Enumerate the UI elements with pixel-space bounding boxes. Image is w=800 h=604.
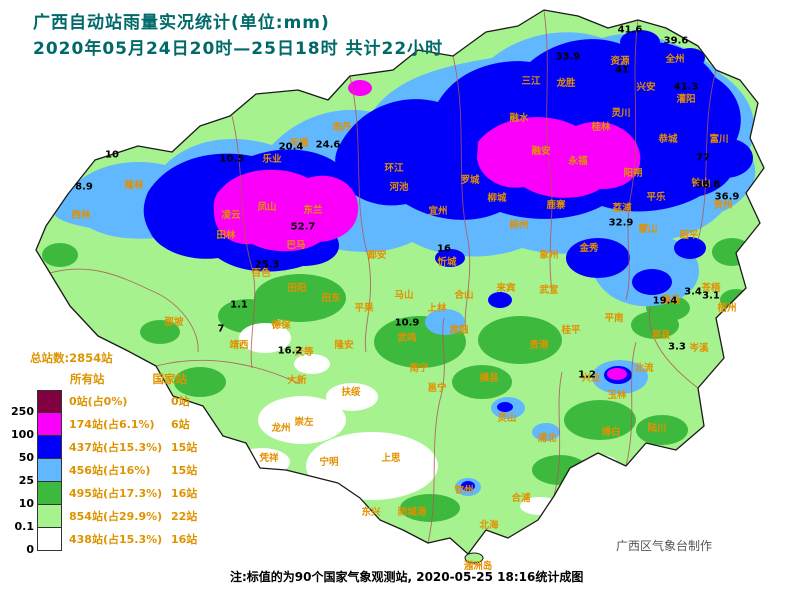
rain-level-100-250-magenta [213, 80, 641, 380]
legend: 总站数:2854站 所有站 国家站 250 0站(占0%) 0站 100 174… [8, 350, 223, 556]
legend-rows: 250 0站(占0%) 0站 100 174站(占6.1%) 6站 50 437… [8, 390, 223, 556]
legend-total-stations: 总站数:2854站 [30, 351, 113, 365]
legend-color-swatch [37, 482, 62, 505]
legend-all-station-count: 437站(占15.3%) [69, 441, 163, 454]
legend-threshold: 25 [18, 474, 34, 487]
legend-color-swatch [37, 459, 62, 482]
legend-row: 50 437站(占15.3%) 15站 [8, 436, 223, 464]
legend-all-station-count: 174站(占6.1%) [69, 418, 155, 431]
legend-color-swatch [37, 390, 62, 413]
legend-color-swatch [37, 528, 62, 551]
legend-row: 250 0站(占0%) 0站 [8, 390, 223, 418]
title-line2: 2020年05月24日20时—25日18时 共计22小时 [33, 39, 444, 59]
map-title: 广西自动站雨量实况统计(单位:mm) 2020年05月24日20时—25日18时… [33, 10, 443, 62]
legend-color-swatch [37, 413, 62, 436]
province-outline [35, 9, 765, 555]
legend-color-swatch [37, 436, 62, 459]
title-line1: 广西自动站雨量实况统计(单位:mm) [33, 13, 330, 33]
legend-all-station-count: 456站(占16%) [69, 464, 151, 477]
legend-threshold: 100 [11, 428, 34, 441]
weizhou-island [464, 552, 484, 564]
legend-headers: 所有站 国家站 [8, 371, 223, 387]
legend-all-station-count: 495站(占17.3%) [69, 487, 163, 500]
legend-threshold: 0 [26, 543, 34, 556]
district-boundaries [49, 10, 717, 544]
legend-national-station-count: 15站 [171, 441, 198, 454]
legend-row: 0 438站(占15.3%) 16站 [8, 528, 223, 556]
legend-national-station-count: 15站 [171, 464, 198, 477]
legend-col-all-stations: 所有站 [70, 372, 105, 386]
legend-national-station-count: 16站 [171, 533, 198, 546]
legend-all-station-count: 438站(占15.3%) [69, 533, 163, 546]
legend-national-station-count: 16站 [171, 487, 198, 500]
producer-credit: 广西区气象台制作 [616, 539, 713, 553]
legend-threshold: 10 [18, 497, 34, 510]
legend-row: 10 495站(占17.3%) 16站 [8, 482, 223, 510]
legend-color-swatch [37, 505, 62, 528]
legend-national-station-count: 6站 [171, 418, 190, 431]
legend-national-station-count: 22站 [171, 510, 198, 523]
legend-all-station-count: 0站(占0%) [69, 395, 128, 408]
footnote: 注:标值的为90个国家气象观测站, 2020-05-25 18:16统计成图 [230, 570, 584, 584]
legend-row: 0.1 854站(占29.9%) 22站 [8, 505, 223, 533]
legend-row: 25 456站(占16%) 15站 [8, 459, 223, 487]
legend-threshold: 0.1 [14, 520, 35, 533]
legend-col-national-stations: 国家站 [152, 372, 188, 386]
legend-all-station-count: 854站(占29.9%) [69, 510, 163, 523]
legend-threshold: 250 [11, 405, 34, 418]
legend-national-station-count: 0站 [171, 395, 190, 408]
legend-row: 100 174站(占6.1%) 6站 [8, 413, 223, 441]
legend-threshold: 50 [18, 451, 34, 464]
